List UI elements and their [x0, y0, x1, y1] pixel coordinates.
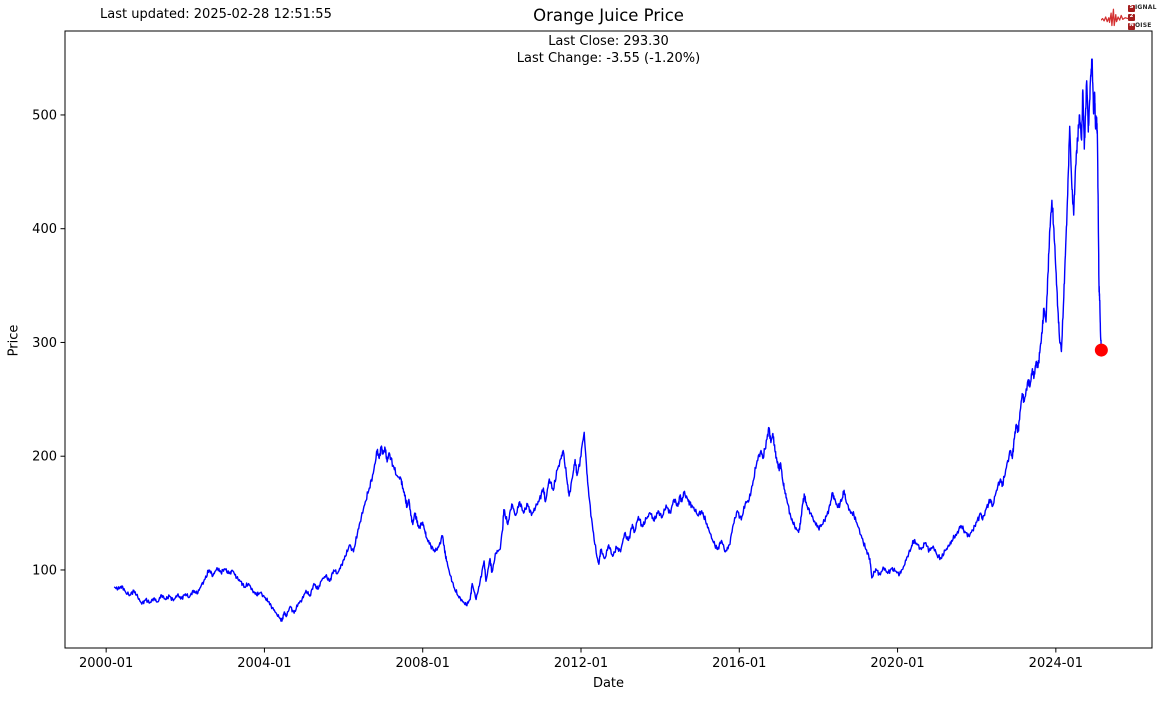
- price-line: [113, 58, 1102, 622]
- x-tick-label: 2024-01: [1029, 656, 1083, 671]
- last-updated-text: Last updated: 2025-02-28 12:51:55: [100, 7, 332, 22]
- x-tick-label: 2016-01: [712, 656, 766, 671]
- y-tick-label: 200: [32, 450, 57, 465]
- logo-row: 2: [1128, 13, 1157, 21]
- y-tick-label: 500: [32, 108, 57, 123]
- last-close-annotation: Last Close: 293.30 Last Change: -3.55 (-…: [65, 34, 1152, 67]
- x-tick-label: 2020-01: [870, 656, 924, 671]
- logo-row: S IGNAL: [1128, 4, 1157, 12]
- plot-border: [64, 30, 1153, 649]
- y-tick-label: 400: [32, 222, 57, 237]
- y-tick-label: 300: [32, 336, 57, 351]
- x-tick-label: 2012-01: [554, 656, 608, 671]
- logo-badge-letter: N: [1128, 22, 1135, 30]
- logo-badge-letter: 2: [1128, 13, 1135, 21]
- last-price-dot: [1094, 343, 1108, 357]
- page-title: Orange Juice Price: [533, 6, 684, 25]
- logo-word: IGNAL: [1135, 4, 1157, 11]
- x-tick-label: 2008-01: [396, 656, 450, 671]
- last-close-line: Last Close: 293.30: [548, 34, 669, 49]
- y-axis-label: Price: [6, 324, 22, 357]
- y-tick-label: 100: [32, 563, 57, 578]
- x-tick-label: 2004-01: [237, 656, 291, 671]
- logo-badge-letter: S: [1128, 4, 1135, 12]
- waveform-icon: [1101, 8, 1129, 27]
- logo-text: S IGNAL 2 N OISE: [1128, 4, 1157, 30]
- last-change-line: Last Change: -3.55 (-1.20%): [516, 50, 701, 66]
- x-tick-label: 2000-01: [79, 656, 133, 671]
- logo-word: OISE: [1135, 22, 1152, 29]
- signal2noise-logo: S IGNAL 2 N OISE: [1101, 3, 1157, 31]
- x-axis-label: Date: [592, 676, 625, 691]
- logo-row: N OISE: [1128, 22, 1157, 30]
